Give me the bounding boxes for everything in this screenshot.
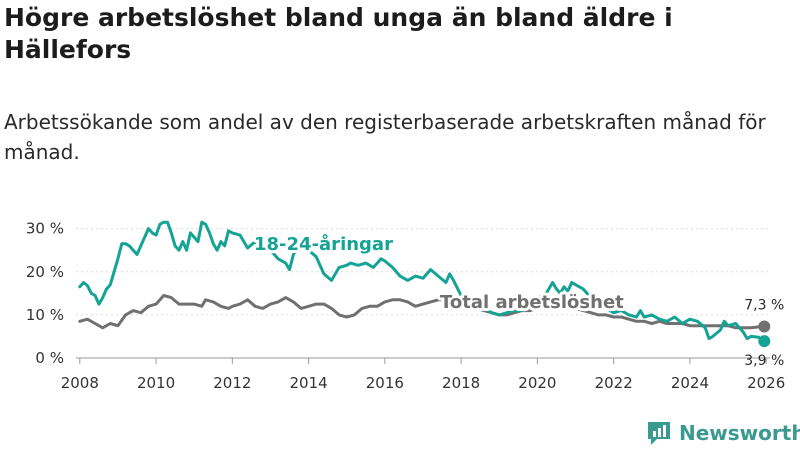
end-label-total: 7,3 % (744, 298, 784, 314)
y-tick-label: 10 % (26, 306, 64, 324)
chart-title: Högre arbetslöshet bland unga än bland ä… (4, 3, 673, 64)
x-tick-label: 2020 (518, 374, 556, 392)
x-tick-label: 2026 (747, 374, 785, 392)
annotation-youth: 18-24-åringar (254, 233, 393, 255)
annotation-total: Total arbetslöshet (440, 292, 624, 313)
end-point-youth (758, 335, 771, 348)
y-tick-label: 0 % (35, 349, 64, 367)
series-line-total (78, 294, 766, 330)
newsworthy-brand: Newsworthy (645, 417, 800, 449)
x-tick-label: 2022 (595, 374, 633, 392)
x-tick-label: 2016 (366, 374, 404, 392)
x-tick-label: 2010 (137, 374, 175, 392)
end-label-youth: 3,9 % (744, 353, 784, 369)
end-point-total (758, 320, 771, 333)
series-line-youth (78, 220, 766, 343)
x-tick-label: 2018 (442, 374, 480, 392)
y-tick-label: 30 % (26, 220, 64, 238)
series-lines (78, 220, 771, 348)
x-tick-label: 2012 (213, 374, 251, 392)
x-tick-label: 2024 (671, 374, 709, 392)
series-annotations: 7,3 % 3,9 % 18-24-åringar Total arbetslöshe… (251, 230, 784, 369)
brand-name: Newsworthy (679, 421, 800, 445)
x-tick-label: 2008 (61, 374, 99, 392)
newsworthy-logo-icon (648, 422, 670, 445)
x-axis: 2008 2010 2012 2014 2016 2018 2020 2022 2024 2026 (61, 358, 785, 392)
gridlines (76, 228, 770, 359)
y-tick-label: 20 % (26, 263, 64, 281)
x-tick-label: 2014 (290, 374, 328, 392)
y-axis: 0 % 10 % 20 % 30 % (26, 220, 64, 367)
chart-subtitle: Arbetssökande som andel av den registerb… (4, 110, 766, 164)
